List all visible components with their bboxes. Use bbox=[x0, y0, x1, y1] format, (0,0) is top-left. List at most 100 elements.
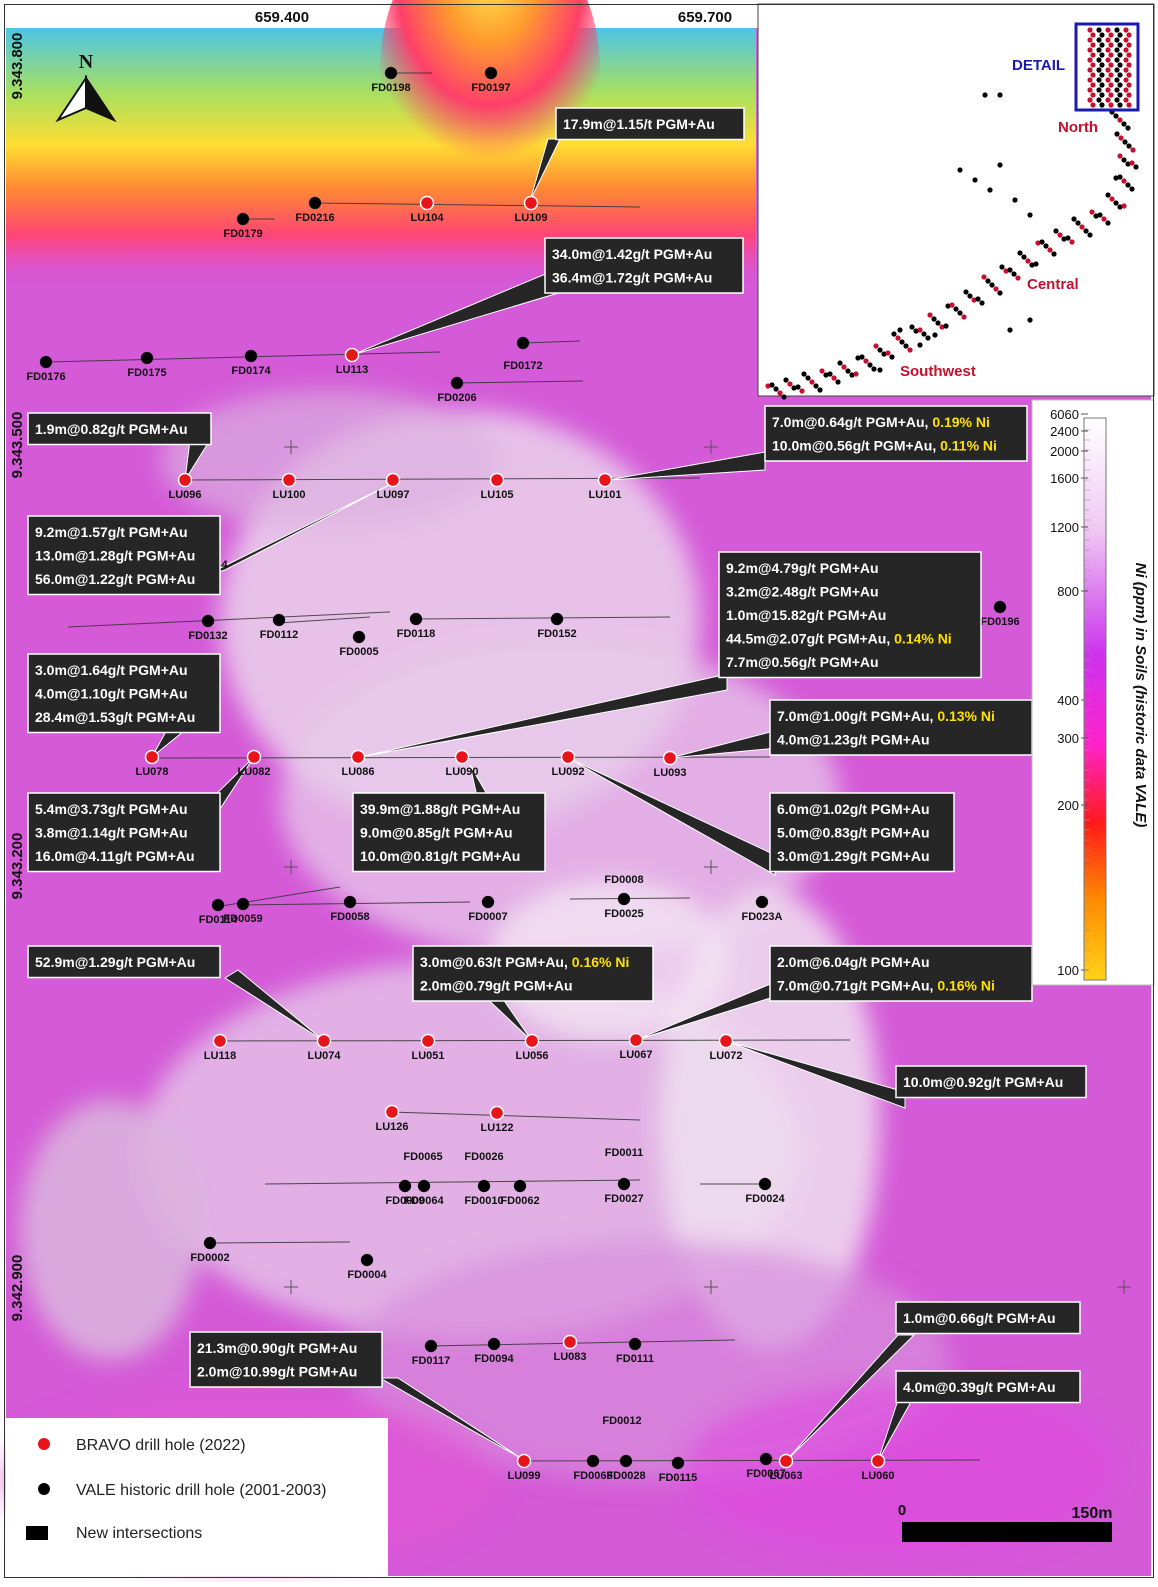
inset-dot bbox=[1114, 131, 1120, 137]
inset-dot bbox=[1099, 72, 1105, 78]
callout-line: 5.4m@3.73g/t PGM+Au bbox=[35, 801, 188, 817]
callout-grade: 3.0m@1.29g/t PGM+Au bbox=[777, 848, 930, 864]
bravo-hole-marker bbox=[281, 472, 297, 488]
inset-dot bbox=[1090, 72, 1096, 78]
drill-hole-FD0026: FD0026 bbox=[464, 1151, 503, 1163]
inset-dot bbox=[777, 390, 783, 396]
inset-dot bbox=[1117, 72, 1123, 78]
callout-box bbox=[27, 945, 221, 979]
drill-hole-FD0206: FD0206 bbox=[437, 376, 477, 404]
callout-grade: 4.0m@1.10g/t PGM+Au bbox=[35, 686, 188, 702]
inset-dot bbox=[1087, 57, 1093, 63]
drill-hole-FD0197: FD0197 bbox=[471, 66, 511, 94]
hole-label: FD0174 bbox=[231, 365, 271, 377]
drill-hole-LU056: LU056 bbox=[515, 1033, 549, 1062]
drill-hole-FD0111: FD0111 bbox=[616, 1337, 654, 1365]
callout-box bbox=[544, 237, 744, 294]
drill-holes: FD0198 FD0197 FD0179 FD0216 LU104 LU109 FD0176… bbox=[26, 66, 1020, 1484]
bravo-hole-marker bbox=[419, 195, 435, 211]
callout-box bbox=[352, 792, 546, 873]
intersection-callout-LU090: 39.9m@1.88g/t PGM+Au 9.0m@0.85g/t PGM+Au 1… bbox=[352, 792, 546, 873]
vale-hole-marker bbox=[140, 351, 154, 365]
callout-line: 1.0m@15.82g/t PGM+Au bbox=[726, 607, 886, 623]
vale-hole-marker bbox=[211, 898, 225, 912]
inset-dot bbox=[1123, 67, 1129, 73]
vale-hole-marker bbox=[481, 895, 495, 909]
hole-label: LU067 bbox=[619, 1049, 652, 1061]
intersection-callout-LU086: 9.2m@4.79g/t PGM+Au 3.2m@2.48g/t PGM+Au 1.… bbox=[718, 551, 982, 679]
inset-dot bbox=[1117, 32, 1123, 38]
hole-label: LU126 bbox=[375, 1121, 408, 1133]
inset-dot bbox=[1114, 77, 1120, 83]
inset-dot bbox=[819, 368, 825, 374]
vale-hole-marker bbox=[759, 1452, 773, 1466]
inset-dot bbox=[989, 282, 995, 288]
callout-line: 2.0m@10.99g/t PGM+Au bbox=[197, 1364, 357, 1380]
inset-dot bbox=[885, 350, 891, 356]
inset-dot bbox=[859, 354, 865, 360]
vale-hole-marker bbox=[308, 196, 322, 210]
drill-hole-FD0005: FD0005 bbox=[339, 630, 379, 658]
inset-dot bbox=[1121, 157, 1127, 163]
callout-line: 1.9m@0.82g/t PGM+Au bbox=[35, 421, 188, 437]
inset-dot bbox=[1096, 37, 1102, 43]
inset-dot bbox=[1126, 143, 1132, 149]
y-coordinate-label: 9.343.200 bbox=[9, 833, 26, 900]
hole-label: FD0094 bbox=[474, 1353, 514, 1365]
inset-dot bbox=[1035, 240, 1041, 246]
callout-line: 9.2m@4.79g/t PGM+Au bbox=[726, 560, 879, 576]
drill-hole-FD0062: FD0062 bbox=[500, 1179, 540, 1207]
drill-hole-FD0117: FD0117 bbox=[412, 1339, 450, 1367]
inset-dot bbox=[1114, 67, 1120, 73]
inset-dot bbox=[1087, 97, 1093, 103]
inset-dot bbox=[1083, 228, 1089, 234]
callout-grade: 2.0m@0.79g/t PGM+Au bbox=[420, 978, 573, 994]
vale-hole-marker bbox=[424, 1339, 438, 1353]
callout-grade: 7.7m@0.56g/t PGM+Au bbox=[726, 654, 879, 670]
vale-hole-marker bbox=[352, 630, 366, 644]
inset-dot bbox=[831, 375, 837, 381]
inset-dot bbox=[1096, 77, 1102, 83]
inset-dot bbox=[1126, 102, 1132, 108]
inset-dot bbox=[1123, 87, 1129, 93]
hole-label: LU104 bbox=[410, 212, 444, 224]
bravo-hole-marker bbox=[628, 1032, 644, 1048]
drill-hole-LU126: LU126 bbox=[375, 1104, 409, 1133]
inset-north-label: North bbox=[1058, 119, 1098, 136]
intersection-callout-LU074: 52.9m@1.29g/t PGM+Au bbox=[27, 945, 221, 979]
callout-line: 10.0m@0.81g/t PGM+Au bbox=[360, 848, 520, 864]
drill-hole-LU109: LU109 bbox=[514, 195, 548, 224]
inset-dot bbox=[1117, 174, 1123, 180]
intersection-callout-LU099: 21.3m@0.90g/t PGM+Au 2.0m@10.99g/t PGM+Au bbox=[189, 1331, 383, 1388]
inset-dot bbox=[841, 364, 847, 370]
inset-dot bbox=[1099, 32, 1105, 38]
inset-dot bbox=[801, 371, 807, 377]
drill-hole-FD0004: FD0004 bbox=[347, 1253, 387, 1281]
hole-label: FD0112 bbox=[260, 629, 299, 641]
vale-hole-marker bbox=[619, 1454, 633, 1468]
vale-hole-marker bbox=[398, 1179, 412, 1193]
inset-dot bbox=[853, 371, 859, 377]
inset-dot bbox=[1113, 175, 1119, 181]
inset-dot bbox=[795, 384, 801, 390]
drill-hole-FD0132: FD0132 bbox=[188, 614, 228, 642]
inset-dot bbox=[997, 92, 1003, 98]
inset-dot bbox=[1114, 37, 1120, 43]
inset-dot bbox=[1011, 271, 1017, 277]
bravo-legend-marker bbox=[38, 1438, 50, 1450]
inset-dot bbox=[979, 300, 985, 306]
inset-dot bbox=[1108, 42, 1114, 48]
vale-hole-marker bbox=[516, 336, 530, 350]
drill-hole-FD0196: FD0196 bbox=[980, 600, 1020, 628]
inset-dot bbox=[1090, 62, 1096, 68]
inset-dot bbox=[975, 296, 981, 302]
hole-label: FD0012 bbox=[602, 1415, 641, 1427]
intersection-legend-marker bbox=[26, 1526, 48, 1540]
inset-drill-dots bbox=[765, 27, 1139, 400]
callout-box bbox=[769, 792, 955, 873]
y-coordinate-label: 9.342.900 bbox=[9, 1255, 26, 1322]
inset-dot bbox=[1126, 92, 1132, 98]
inset-dot bbox=[917, 327, 923, 333]
north-arrow-icon: N bbox=[55, 51, 117, 123]
callout-line: 56.0m@1.22g/t PGM+Au bbox=[35, 571, 195, 587]
